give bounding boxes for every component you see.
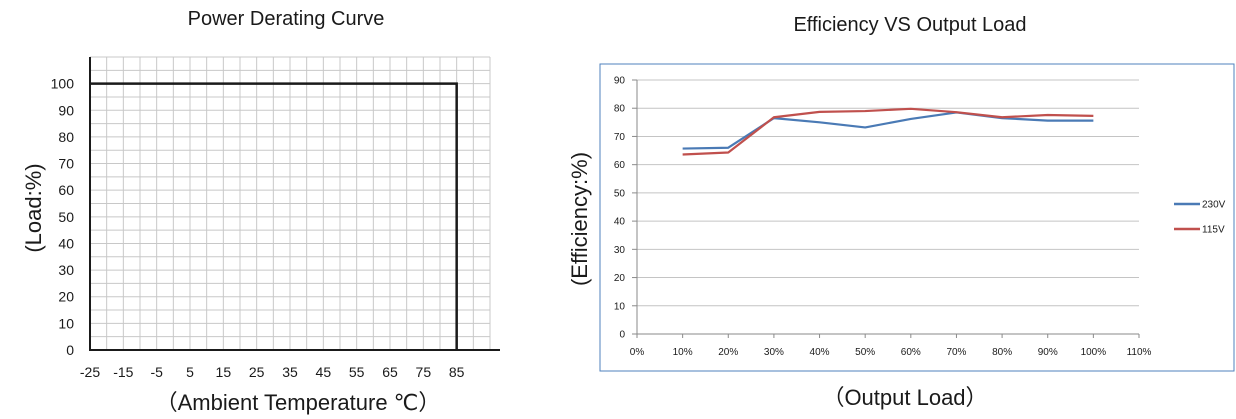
derating-x-tick-label: 25 [249, 364, 265, 380]
efficiency-series-line-230V [682, 111, 1094, 150]
derating-x-tick-label: 15 [216, 364, 232, 380]
derating-x-tick-label: -25 [80, 364, 100, 380]
derating-chart-title: Power Derating Curve [187, 8, 385, 30]
efficiency-y-tick-label: 0 [619, 330, 625, 341]
derating-y-tick-label: 80 [58, 129, 74, 145]
efficiency-x-tick-label: 60% [901, 347, 921, 358]
efficiency-y-tick-label: 50 [614, 188, 626, 199]
efficiency-x-tick-label: 110% [1127, 347, 1152, 358]
derating-y-tick-label: 70 [58, 156, 74, 172]
efficiency-x-tick-label: 40% [810, 347, 830, 358]
efficiency-x-tick-label: 80% [992, 347, 1012, 358]
efficiency-y-tick-label: 80 [614, 104, 626, 115]
derating-x-tick-label: 75 [416, 364, 432, 380]
derating-x-tick-label: 45 [316, 364, 332, 380]
derating-x-tick-label: 55 [349, 364, 365, 380]
derating-y-tick-label: 30 [58, 262, 74, 278]
efficiency-x-tick-label: 70% [946, 347, 966, 358]
derating-y-tick-label: 90 [58, 102, 74, 118]
derating-x-tick-label: 65 [382, 364, 398, 380]
efficiency-y-tick-label: 90 [614, 76, 626, 87]
efficiency-y-tick-label: 60 [614, 160, 626, 171]
derating-y-tick-label: 0 [66, 342, 74, 358]
efficiency-y-tick-label: 20 [614, 273, 626, 284]
efficiency-x-tick-label: 20% [718, 347, 738, 358]
derating-x-tick-label: 85 [449, 364, 465, 380]
efficiency-x-tick-label: 30% [764, 347, 784, 358]
efficiency-legend-label-230V: 230V [1202, 200, 1226, 211]
efficiency-y-tick-label: 40 [614, 217, 626, 228]
efficiency-x-tick-label: 0% [630, 347, 645, 358]
derating-x-tick-label: -15 [113, 364, 133, 380]
derating-y-tick-label: 60 [58, 182, 74, 198]
derating-y-tick-label: 20 [58, 289, 74, 305]
efficiency-x-tick-label: 50% [855, 347, 875, 358]
efficiency-x-axis-label: （Output Load） [822, 385, 988, 410]
derating-x-tick-label: 35 [282, 364, 298, 380]
derating-y-tick-label: 10 [58, 315, 74, 331]
derating-y-tick-label: 40 [58, 235, 74, 251]
derating-x-tick-label: 5 [186, 364, 194, 380]
efficiency-chart-title: Efficiency VS Output Load [793, 14, 1027, 36]
efficiency-x-tick-label: 10% [673, 347, 693, 358]
derating-y-tick-label: 50 [58, 209, 74, 225]
efficiency-y-tick-label: 30 [614, 245, 626, 256]
derating-curve-line [90, 82, 458, 350]
efficiency-x-tick-label: 90% [1038, 347, 1058, 358]
derating-y-tick-label: 100 [51, 76, 75, 92]
derating-x-tick-label: -5 [150, 364, 163, 380]
efficiency-x-tick-label: 100% [1081, 347, 1107, 358]
derating-x-axis-label: （Ambient Temperature ℃） [155, 390, 441, 415]
efficiency-chart-frame [599, 63, 1235, 372]
efficiency-y-tick-label: 10 [614, 301, 626, 312]
efficiency-y-tick-label: 70 [614, 132, 626, 143]
efficiency-legend-label-115V: 115V [1202, 225, 1225, 236]
efficiency-series-line-115V [682, 107, 1094, 156]
